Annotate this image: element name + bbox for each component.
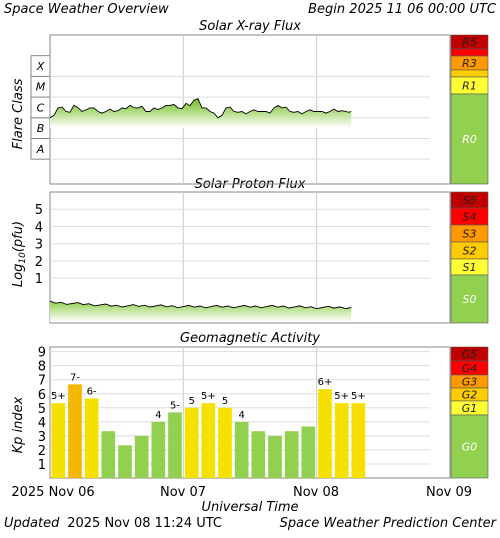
kp-bar-label: 5 [222, 396, 228, 407]
proton-scale-band [450, 274, 489, 324]
proton-ytick-label: 1 [35, 272, 43, 287]
proton-ytick-label: 4 [35, 220, 43, 235]
xray-class-boxes [30, 55, 51, 160]
x-tick-label: 2025 Nov 06 [11, 485, 94, 500]
xray-flux-area [50, 98, 352, 128]
kp-bar [268, 435, 282, 478]
proton-ylabel: Log10(pfu) [11, 221, 28, 287]
x-tick-label: Nov 09 [426, 485, 472, 500]
kp-bar-label: 4 [155, 410, 161, 421]
geomag-scale-label: G5 [462, 348, 478, 361]
xray-ylabel: Flare Class [11, 78, 26, 149]
geomag-scale-label: G1 [462, 402, 478, 415]
proton-scale-label: S0 [463, 293, 477, 306]
kp-bar [351, 403, 366, 478]
xray-scale-band [450, 93, 489, 185]
xray-scale-label: R0 [462, 133, 477, 146]
kp-bar [101, 431, 116, 478]
begin-time: Begin 2025 11 06 00:00 UTC [308, 2, 497, 17]
proton-scale-label: S3 [463, 228, 477, 241]
xray-class-box [30, 55, 51, 77]
kp-bar [84, 398, 99, 478]
kp-bar [318, 389, 332, 478]
geomag-scale-label: G0 [462, 441, 478, 454]
kp-bar [51, 403, 66, 478]
kp-bar-label: 6- [87, 386, 97, 397]
kp-bar [68, 384, 82, 478]
kp-bar [168, 412, 182, 478]
kp-bar-label: 5+ [334, 391, 349, 402]
geomag-scale-label: G2 [462, 389, 478, 402]
xray-ytick-label: M [36, 81, 46, 94]
xray-ytick-label: X [36, 60, 45, 73]
kp-bar [284, 431, 299, 478]
kp-ytick-label: 5 [38, 402, 46, 417]
kp-bar [251, 431, 266, 478]
proton-ytick-label: 3 [35, 238, 43, 253]
proton-scale-label: S5 [463, 194, 477, 207]
x-tick-label: Nov 07 [160, 485, 206, 500]
x-tick-label: Nov 08 [293, 485, 339, 500]
kp-ytick-label: 8 [38, 360, 46, 375]
proton-scale-label: S1 [463, 261, 477, 274]
kp-bar [218, 407, 232, 478]
xray-scale-label: R5 [462, 36, 477, 49]
proton-scale-label: S4 [463, 211, 477, 224]
geomag-scale-band [450, 414, 489, 479]
updated-label: Updated [4, 516, 60, 531]
kp-bar-label: 6+ [318, 377, 333, 388]
geomag-title: Geomagnetic Activity [180, 331, 320, 346]
kp-bar [151, 421, 166, 478]
credit: Space Weather Prediction Center [280, 516, 498, 531]
kp-bar [134, 435, 149, 478]
kp-bar-label: 5+ [201, 391, 216, 402]
x-axis-label: Universal Time [201, 500, 298, 515]
kp-ytick-label: 6 [38, 388, 46, 403]
proton-flux-line [49, 300, 352, 310]
kp-ytick-label: 9 [38, 346, 46, 361]
kp-bar [118, 445, 132, 478]
kp-bar-label: 5- [170, 400, 180, 411]
xray-scale-label: R3 [462, 57, 477, 70]
xray-flux-line [49, 98, 352, 119]
kp-ytick-label: 1 [38, 458, 46, 473]
kp-ytick-label: 7 [38, 374, 46, 389]
app-title: Space Weather Overview [4, 2, 169, 17]
geomag-scale-label: G4 [462, 362, 478, 375]
proton-flux-area [50, 301, 352, 322]
kp-bar-label: 5 [188, 396, 194, 407]
kp-bar [184, 407, 199, 478]
kp-bar-label: 5+ [351, 391, 366, 402]
proton-scale-label: S2 [463, 245, 477, 258]
xray-scale-band [450, 69, 489, 78]
xray-ytick-label: B [37, 122, 45, 135]
kp-bar [201, 403, 216, 478]
geomag-ylabel: Kp index [11, 396, 26, 453]
kp-ytick-label: 3 [38, 430, 46, 445]
kp-bar [334, 403, 349, 478]
proton-ytick-label: 2 [35, 255, 43, 270]
proton-plot-area [49, 191, 451, 324]
xray-title: Solar X-ray Flux [199, 19, 301, 34]
xray-scale-band [450, 48, 489, 57]
kp-bar [234, 421, 249, 478]
xray-ytick-label: C [37, 101, 45, 114]
kp-bar-label: 7- [70, 372, 80, 383]
xray-ytick-label: A [36, 143, 45, 156]
updated-time: 2025 Nov 08 11:24 UTC [67, 516, 222, 531]
geomag-plot-area [49, 346, 451, 479]
kp-bar-label: 5+ [51, 391, 66, 402]
xray-scale-label: R1 [462, 80, 477, 93]
kp-ytick-label: 2 [38, 444, 46, 459]
proton-ytick-label: 5 [35, 203, 43, 218]
kp-bar-label: 4 [238, 410, 244, 421]
data-layer: 5+7-6-45- 5 5+ 546+5+ 5+ [49, 98, 366, 478]
geomag-scale-label: G3 [462, 376, 478, 389]
kp-ytick-label: 4 [38, 416, 46, 431]
kp-bar [301, 426, 316, 478]
